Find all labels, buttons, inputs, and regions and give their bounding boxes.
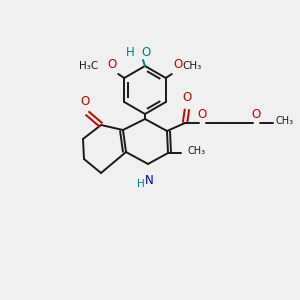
Text: O: O <box>251 108 261 121</box>
Text: O: O <box>182 91 192 104</box>
Text: O: O <box>141 46 150 59</box>
Text: O: O <box>174 58 183 71</box>
Text: O: O <box>107 58 116 71</box>
Text: H₃C: H₃C <box>79 61 98 71</box>
Text: O: O <box>197 108 207 121</box>
Text: CH₃: CH₃ <box>275 116 293 126</box>
Text: CH₃: CH₃ <box>187 146 205 156</box>
Text: H: H <box>137 179 145 189</box>
Text: O: O <box>80 95 90 108</box>
Text: N: N <box>145 174 153 187</box>
Text: H: H <box>126 46 135 59</box>
Text: CH₃: CH₃ <box>183 61 202 71</box>
